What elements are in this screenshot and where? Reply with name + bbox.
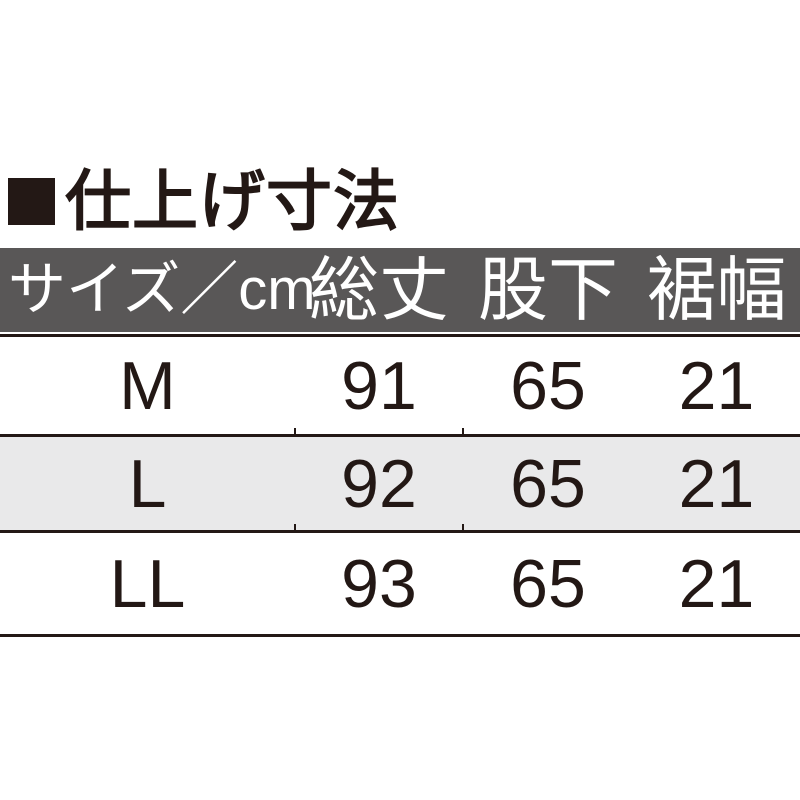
- table-row-l: L 92 65 21: [0, 437, 800, 530]
- total-length-cell: 92: [341, 445, 417, 522]
- column-tick: [294, 428, 296, 434]
- column-header-hem-width: 裾幅: [646, 251, 787, 329]
- total-length-cell: 91: [341, 347, 417, 424]
- hem-width-cell: 21: [678, 347, 755, 424]
- column-header-total-length: 総丈: [309, 251, 449, 329]
- table-bottom-line: [0, 634, 800, 637]
- total-length-cell: 93: [341, 545, 417, 622]
- size-cell: M: [119, 347, 176, 424]
- size-table-header-row: サイズ／cm 総丈 股下 裾幅: [0, 248, 800, 332]
- inseam-cell: 65: [510, 347, 586, 424]
- header-divider-gap: [0, 332, 800, 334]
- inseam-cell: 65: [510, 545, 586, 622]
- square-bullet-icon: [8, 177, 55, 225]
- column-tick: [462, 524, 464, 530]
- inseam-cell: 65: [510, 445, 586, 522]
- column-header-size-unit: サイズ／cm: [8, 257, 316, 322]
- hem-width-cell: 21: [678, 545, 755, 622]
- size-cell: L: [128, 445, 167, 522]
- table-row-ll: LL 93 65 21: [0, 533, 800, 634]
- column-tick: [294, 524, 296, 530]
- size-cell: LL: [109, 545, 186, 622]
- row-divider-line: [0, 428, 800, 437]
- size-table: サイズ／cm 総丈 股下 裾幅 M 91 65 21 L 92 65 21: [0, 248, 800, 637]
- column-header-inseam: 股下: [478, 251, 618, 329]
- column-tick: [462, 428, 464, 434]
- section-title: 仕上げ寸法: [8, 166, 400, 236]
- hem-width-cell: 21: [678, 445, 755, 522]
- table-row-m: M 91 65 21: [0, 337, 800, 434]
- section-title-text: 仕上げ寸法: [65, 164, 400, 238]
- header-divider-line: [0, 334, 800, 337]
- row-divider-line: [0, 524, 800, 533]
